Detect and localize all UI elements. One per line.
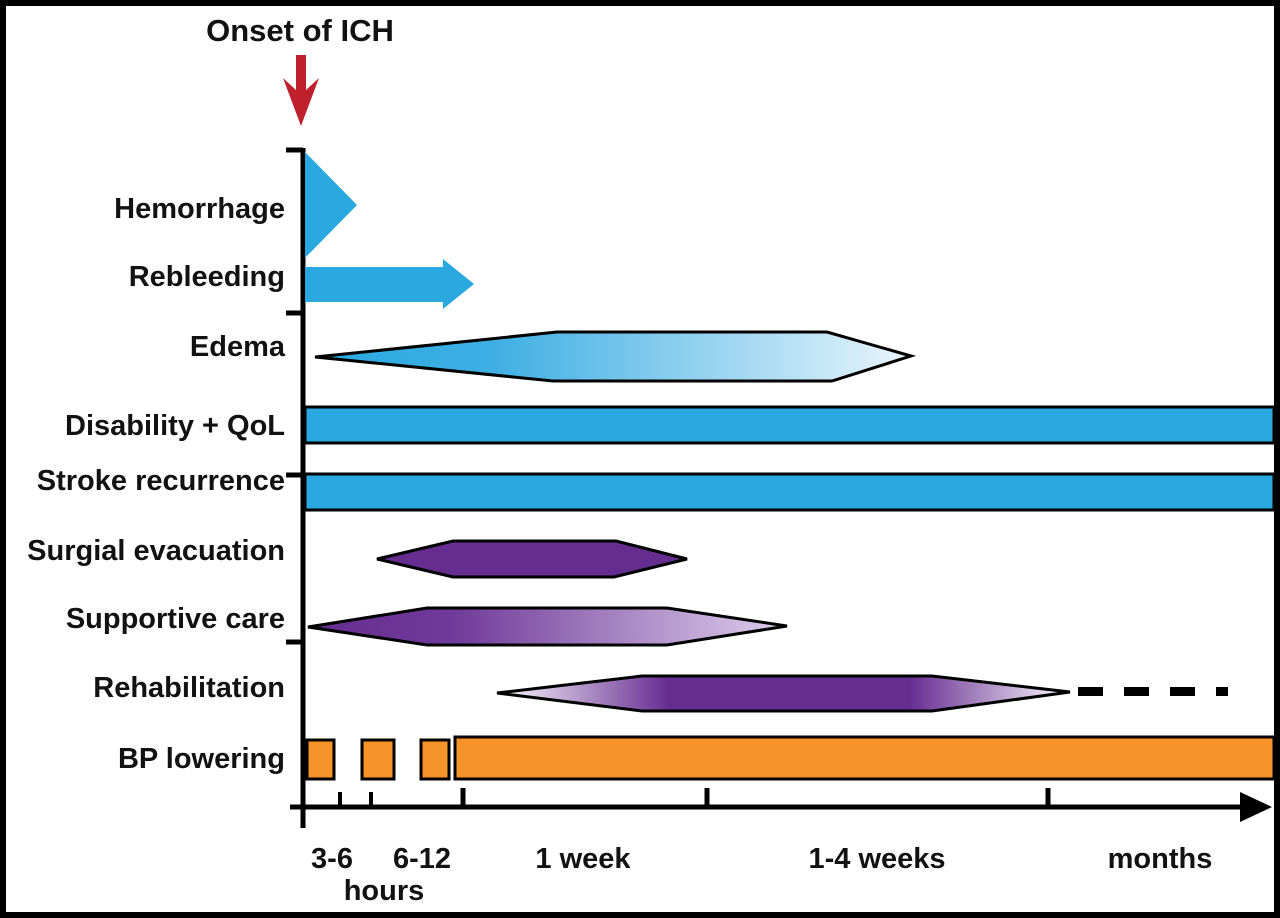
x-label-months: months xyxy=(1107,843,1213,875)
row-label-surgical-evacuation: Surgial evacuation xyxy=(27,535,285,567)
rebleeding-shape xyxy=(305,259,474,309)
bp-lowering-box-1 xyxy=(305,738,336,781)
row-label-disability-qol: Disability + QoL xyxy=(65,410,285,442)
bp-lowering-box-2 xyxy=(360,738,396,781)
row-label-stroke-recurrence: Stroke recurrence xyxy=(36,465,285,497)
surgical-evacuation-shape xyxy=(376,539,688,579)
row-label-bp-lowering: BP lowering xyxy=(117,743,285,775)
row-label-rebleeding: Rebleeding xyxy=(128,261,285,293)
row-label-hemorrhage: Hemorrhage xyxy=(114,193,285,225)
x-label-3-6: 3-6 xyxy=(311,843,353,875)
x-label-1-week: 1 week xyxy=(535,843,631,875)
x-label-1-4-weeks: 1-4 weeks xyxy=(808,843,946,875)
supportive-care-shape xyxy=(307,606,788,647)
row-label-edema: Edema xyxy=(189,331,285,363)
hemorrhage-shape xyxy=(305,152,357,258)
row-label-supportive-care: Supportive care xyxy=(65,603,285,635)
x-label-6-12: 6-12 xyxy=(392,843,452,875)
edema-shape xyxy=(314,330,917,383)
rehabilitation-shape xyxy=(496,674,1071,713)
bp-lowering-box-3 xyxy=(419,738,451,781)
bp-lowering-long-bar xyxy=(453,735,1276,781)
stroke-recurrence-bar xyxy=(303,472,1276,512)
figure-title: Onset of ICH xyxy=(206,13,394,48)
horizontal-axis-arrowhead-icon xyxy=(1240,792,1272,822)
row-label-rehabilitation: Rehabilitation xyxy=(93,672,285,704)
onset-arrow-icon xyxy=(283,55,319,126)
x-label-hours: hours xyxy=(343,875,425,907)
disability-qol-bar xyxy=(303,405,1276,445)
